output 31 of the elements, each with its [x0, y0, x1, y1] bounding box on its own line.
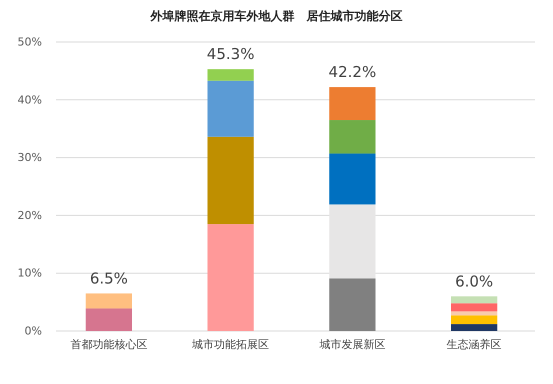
- total-label: 6.5%: [90, 269, 128, 288]
- chart-title: 外埠牌照在京用车外地人群 居住城市功能分区: [150, 9, 402, 23]
- x-tick-label: 城市发展新区: [318, 338, 386, 351]
- bar: [329, 204, 376, 278]
- y-tick-label: 50%: [18, 36, 42, 49]
- x-tick-label: 城市功能拓展区: [191, 338, 270, 351]
- bar: [450, 311, 498, 316]
- bar: [450, 315, 498, 324]
- bar: [329, 120, 376, 154]
- total-label: 42.2%: [328, 63, 376, 82]
- bar: [329, 154, 376, 204]
- y-tick-label: 20%: [18, 208, 42, 222]
- y-tick-label: 10%: [18, 266, 42, 280]
- bar: [450, 324, 498, 331]
- bar: [207, 69, 254, 81]
- x-tick-label: 首都功能核心区: [70, 338, 148, 351]
- x-tick-label: 生态涵养区: [446, 338, 502, 351]
- bar: [207, 136, 254, 224]
- y-tick-label: 0%: [24, 324, 42, 338]
- bar: [329, 87, 376, 120]
- total-label: 45.3%: [206, 45, 254, 64]
- y-tick-label: 30%: [18, 151, 42, 164]
- bar: [86, 293, 132, 308]
- bar: [329, 278, 376, 331]
- bar: [207, 224, 254, 331]
- bar: [450, 296, 498, 304]
- bar: [207, 80, 254, 137]
- y-tick-label: 40%: [18, 93, 42, 106]
- bar: [450, 303, 498, 312]
- bar: [86, 308, 132, 331]
- total-label: 6.0%: [455, 272, 494, 290]
